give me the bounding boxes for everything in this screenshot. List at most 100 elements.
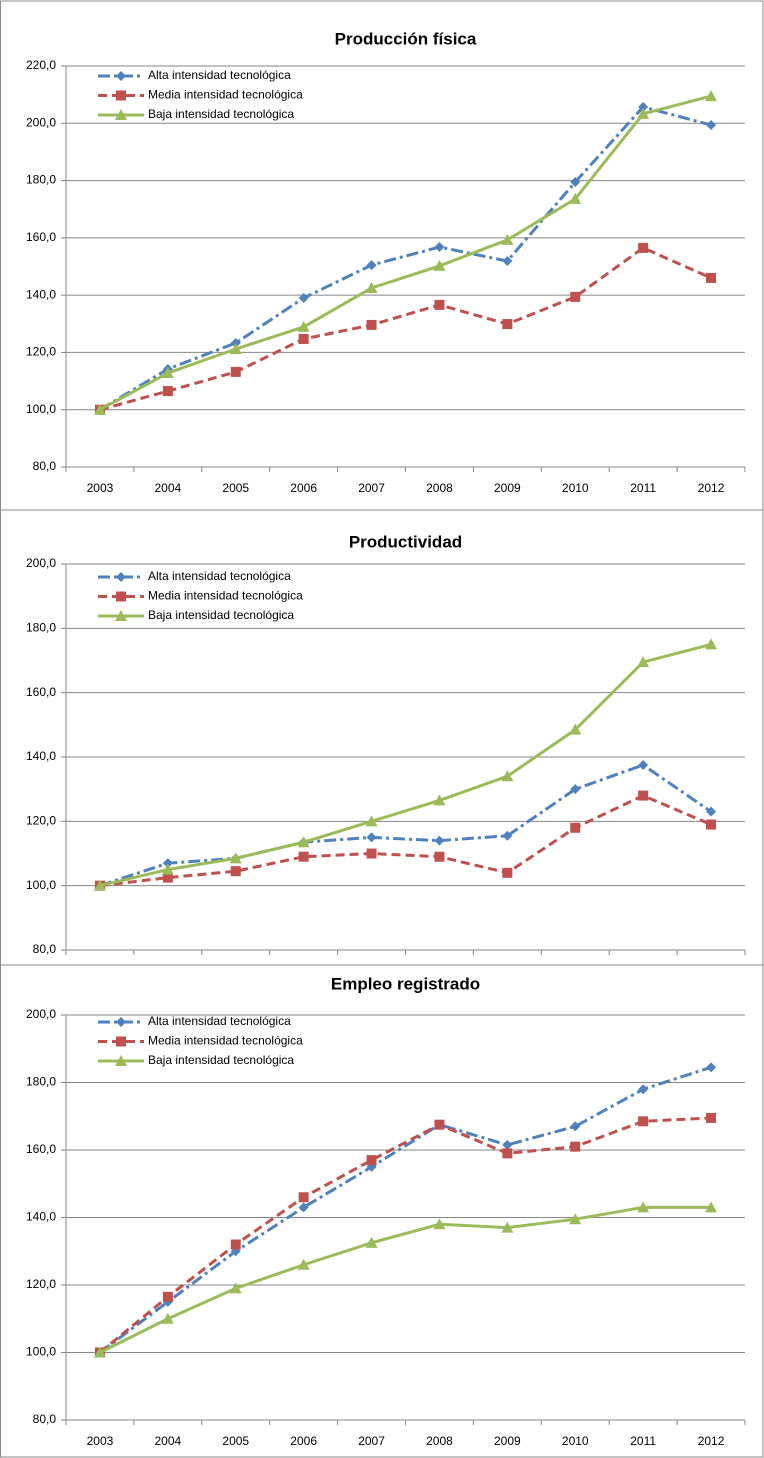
marker [501,1221,514,1233]
marker [570,784,581,795]
marker [115,1055,127,1066]
marker [706,272,717,283]
y-tick-label: 120,0 [26,1277,56,1291]
x-tick-label: 2006 [290,481,317,495]
y-tick-label: 140,0 [26,1210,56,1224]
marker [570,177,581,188]
marker [638,760,649,771]
marker [116,1017,126,1027]
marker [570,291,581,302]
legend-label: Baja intensidad tecnológica [148,1053,294,1067]
marker [706,819,717,830]
marker [161,367,174,379]
series-line [99,642,712,888]
marker [434,1119,445,1130]
marker [569,1213,582,1225]
y-tick-label: 100,0 [26,402,56,416]
y-tick-label: 100,0 [26,878,56,892]
marker [502,256,513,267]
x-tick-label: 2005 [222,481,249,495]
marker [298,851,309,862]
x-tick-label: 2005 [222,1434,249,1448]
x-tick-label: 2007 [358,481,385,495]
marker [434,851,445,862]
marker [502,867,513,878]
marker [162,386,173,397]
legend-label: Media intensidad tecnológica [148,88,303,102]
y-tick-label: 80,0 [33,459,57,473]
chart-panel: Empleo registrado 80,0 100,0 120,0 140,0 160,… [0,964,764,1458]
marker [229,342,242,354]
y-tick-label: 180,0 [26,173,56,187]
x-tick-label: 2003 [87,1434,114,1448]
series-line [99,793,712,888]
y-tick-label: 140,0 [26,749,56,763]
marker [570,1121,581,1132]
marker [706,1112,717,1123]
marker [116,90,126,101]
marker [365,1236,378,1248]
marker [365,281,378,293]
marker [570,1141,581,1152]
y-tick-label: 120,0 [26,345,56,359]
marker [93,1346,106,1358]
marker [366,848,377,859]
marker [637,656,650,668]
marker [705,1201,718,1213]
marker [93,879,106,891]
panel-border [0,964,764,1458]
x-tick-label: 2011 [630,481,656,495]
marker [366,260,377,271]
panel-border [0,509,764,966]
y-tick-label: 200,0 [26,1007,56,1021]
marker [706,1062,717,1073]
y-tick-label: 200,0 [26,556,56,570]
marker [502,1148,513,1159]
marker [638,1084,649,1095]
marker [298,333,309,344]
legend-label: Alta intensidad tecnológica [148,1014,291,1028]
marker [297,836,310,848]
marker [162,872,173,883]
panel-border [0,0,764,511]
marker [638,790,649,801]
marker [366,1155,377,1166]
marker [230,866,241,877]
marker [638,242,649,253]
y-tick-label: 80,0 [33,942,57,956]
marker [366,832,377,843]
marker [161,1312,174,1324]
chart-panel: Productividad 80,0 100,0 120,0 140,0 160,0 180… [0,509,764,978]
marker [116,1036,126,1047]
y-tick-label: 160,0 [26,685,56,699]
marker [501,770,514,782]
marker [434,299,445,310]
x-tick-label: 2011 [630,1434,656,1448]
x-tick-label: 2012 [698,481,725,495]
legend-label: Media intensidad tecnológica [148,1034,303,1048]
y-tick-label: 180,0 [26,621,56,635]
y-tick-label: 220,0 [26,58,56,72]
legend-label: Alta intensidad tecnológica [148,68,291,82]
x-tick-label: 2012 [698,1434,725,1448]
chart-panel: Producción física 80,0 100,0 120,0 140,0 160,… [0,0,764,511]
marker [570,822,581,833]
y-tick-label: 160,0 [26,230,56,244]
series-line [99,1065,712,1354]
x-tick-label: 2008 [426,1434,453,1448]
marker [229,1282,242,1294]
marker [115,610,127,621]
x-tick-label: 2009 [494,1434,521,1448]
legend-label: Media intensidad tecnológica [148,589,303,603]
chart-title: Productividad [349,532,462,551]
marker [116,591,126,602]
marker [229,852,242,864]
legend-label: Baja intensidad tecnológica [148,608,294,622]
series-line [99,105,712,412]
marker [433,794,446,806]
marker [116,572,126,582]
marker [366,319,377,330]
y-tick-label: 80,0 [33,1412,57,1426]
y-tick-label: 100,0 [26,1345,56,1359]
